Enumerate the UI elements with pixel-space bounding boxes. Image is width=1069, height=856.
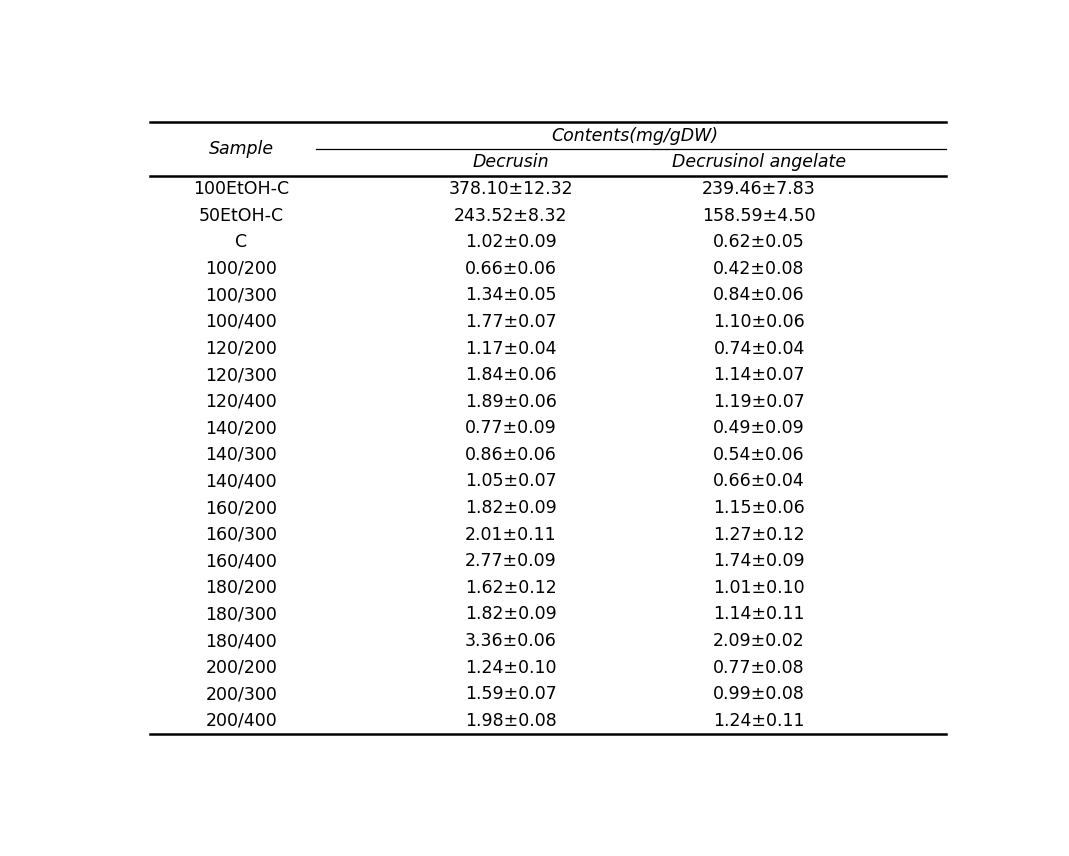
Text: 1.77±0.07: 1.77±0.07 xyxy=(465,313,556,331)
Text: 200/300: 200/300 xyxy=(205,685,277,703)
Text: C: C xyxy=(235,233,247,251)
Text: 1.01±0.10: 1.01±0.10 xyxy=(713,579,805,597)
Text: 160/400: 160/400 xyxy=(205,552,277,570)
Text: 160/300: 160/300 xyxy=(205,526,277,544)
Text: 100/400: 100/400 xyxy=(205,313,277,331)
Text: 180/300: 180/300 xyxy=(205,605,277,623)
Text: 0.54±0.06: 0.54±0.06 xyxy=(713,446,805,464)
Text: 3.36±0.06: 3.36±0.06 xyxy=(465,632,557,650)
Text: 160/200: 160/200 xyxy=(205,499,277,517)
Text: 140/200: 140/200 xyxy=(205,419,277,437)
Text: 0.84±0.06: 0.84±0.06 xyxy=(713,287,805,305)
Text: Decrusinol angelate: Decrusinol angelate xyxy=(672,153,847,171)
Text: 0.86±0.06: 0.86±0.06 xyxy=(465,446,557,464)
Text: 2.09±0.02: 2.09±0.02 xyxy=(713,632,805,650)
Text: 1.74±0.09: 1.74±0.09 xyxy=(713,552,805,570)
Text: 100/200: 100/200 xyxy=(205,259,277,277)
Text: 243.52±8.32: 243.52±8.32 xyxy=(454,206,568,224)
Text: 100EtOH-C: 100EtOH-C xyxy=(193,180,290,198)
Text: 140/300: 140/300 xyxy=(205,446,277,464)
Text: 158.59±4.50: 158.59±4.50 xyxy=(702,206,816,224)
Text: 120/200: 120/200 xyxy=(205,340,277,358)
Text: 1.89±0.06: 1.89±0.06 xyxy=(465,393,557,411)
Text: 378.10±12.32: 378.10±12.32 xyxy=(448,180,573,198)
Text: Sample: Sample xyxy=(208,140,274,158)
Text: 0.77±0.08: 0.77±0.08 xyxy=(713,658,805,676)
Text: 1.15±0.06: 1.15±0.06 xyxy=(713,499,805,517)
Text: 1.14±0.07: 1.14±0.07 xyxy=(713,366,805,384)
Text: 140/400: 140/400 xyxy=(205,473,277,490)
Text: 1.14±0.11: 1.14±0.11 xyxy=(713,605,805,623)
Text: 2.77±0.09: 2.77±0.09 xyxy=(465,552,557,570)
Text: 1.62±0.12: 1.62±0.12 xyxy=(465,579,557,597)
Text: 1.27±0.12: 1.27±0.12 xyxy=(713,526,805,544)
Text: 0.42±0.08: 0.42±0.08 xyxy=(713,259,805,277)
Text: 200/200: 200/200 xyxy=(205,658,277,676)
Text: 1.24±0.11: 1.24±0.11 xyxy=(713,712,805,730)
Text: 0.74±0.04: 0.74±0.04 xyxy=(713,340,805,358)
Text: 1.02±0.09: 1.02±0.09 xyxy=(465,233,557,251)
Text: 1.24±0.10: 1.24±0.10 xyxy=(465,658,556,676)
Text: 1.84±0.06: 1.84±0.06 xyxy=(465,366,556,384)
Text: 120/400: 120/400 xyxy=(205,393,277,411)
Text: 1.17±0.04: 1.17±0.04 xyxy=(465,340,556,358)
Text: 120/300: 120/300 xyxy=(205,366,277,384)
Text: 0.49±0.09: 0.49±0.09 xyxy=(713,419,805,437)
Text: 1.34±0.05: 1.34±0.05 xyxy=(465,287,556,305)
Text: 180/400: 180/400 xyxy=(205,632,277,650)
Text: 100/300: 100/300 xyxy=(205,287,277,305)
Text: 0.77±0.09: 0.77±0.09 xyxy=(465,419,557,437)
Text: 0.62±0.05: 0.62±0.05 xyxy=(713,233,805,251)
Text: 200/400: 200/400 xyxy=(205,712,277,730)
Text: 1.10±0.06: 1.10±0.06 xyxy=(713,313,805,331)
Text: Decrusin: Decrusin xyxy=(472,153,548,171)
Text: 1.82±0.09: 1.82±0.09 xyxy=(465,499,557,517)
Text: Contents(mg/gDW): Contents(mg/gDW) xyxy=(552,127,718,145)
Text: 1.82±0.09: 1.82±0.09 xyxy=(465,605,557,623)
Text: 1.05±0.07: 1.05±0.07 xyxy=(465,473,556,490)
Text: 0.99±0.08: 0.99±0.08 xyxy=(713,685,805,703)
Text: 50EtOH-C: 50EtOH-C xyxy=(199,206,284,224)
Text: 180/200: 180/200 xyxy=(205,579,277,597)
Text: 2.01±0.11: 2.01±0.11 xyxy=(465,526,556,544)
Text: 239.46±7.83: 239.46±7.83 xyxy=(702,180,816,198)
Text: 1.98±0.08: 1.98±0.08 xyxy=(465,712,557,730)
Text: 1.19±0.07: 1.19±0.07 xyxy=(713,393,805,411)
Text: 0.66±0.04: 0.66±0.04 xyxy=(713,473,805,490)
Text: 0.66±0.06: 0.66±0.06 xyxy=(465,259,557,277)
Text: 1.59±0.07: 1.59±0.07 xyxy=(465,685,557,703)
